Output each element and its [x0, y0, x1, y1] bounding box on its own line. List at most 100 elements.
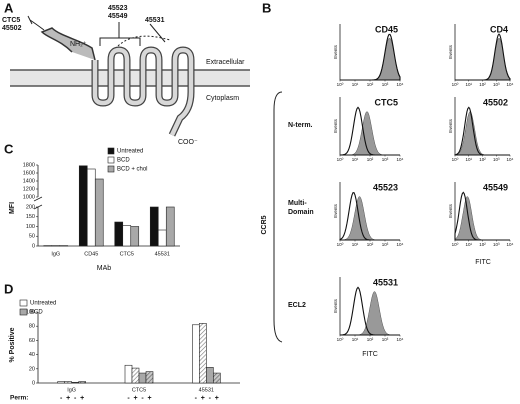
- x-tick-label: 10³: [493, 157, 500, 162]
- epitope-label: 45523: [108, 5, 128, 12]
- histogram-open: [340, 33, 401, 81]
- x-tick-label: 10⁴: [397, 157, 404, 162]
- x-tick-label: 45531: [155, 251, 170, 257]
- histogram-title: 45523: [373, 182, 398, 192]
- legend-swatch: [107, 165, 115, 173]
- bar: [213, 372, 221, 384]
- x-tick-label: 10¹: [352, 157, 359, 162]
- perm-sign: +: [215, 395, 219, 402]
- perm-sign: -: [209, 395, 212, 402]
- row-label: N-term.: [288, 122, 313, 129]
- perm-sign: +: [80, 395, 84, 402]
- row-label: ECL2: [288, 302, 306, 309]
- x-tick-label: 10³: [493, 82, 500, 87]
- x-tick-label: 10⁴: [397, 337, 404, 342]
- bar: [165, 206, 175, 247]
- x-tick-label: 10⁴: [397, 242, 404, 247]
- group-label: CCR5: [261, 215, 268, 234]
- x-tick-label: 10¹: [465, 82, 472, 87]
- x-tick-label: 10⁰: [337, 157, 344, 162]
- x-tick-label: 10⁴: [507, 82, 514, 87]
- y-tick-label: 1200: [23, 186, 35, 192]
- y-axis-label: Events: [333, 44, 338, 59]
- x-tick-label: 10²: [367, 337, 374, 342]
- n-terminus: NH₂⁺: [70, 41, 87, 48]
- y-tick-label: 50: [29, 234, 35, 240]
- x-tick-label: 10⁴: [397, 82, 404, 87]
- perm-sign: -: [74, 395, 77, 402]
- histogram-open: [454, 106, 510, 156]
- c-terminus: COO⁻: [178, 139, 198, 146]
- perm-sign: +: [201, 395, 205, 402]
- histogram-title: CD4: [490, 24, 508, 34]
- x-tick-label: 10³: [493, 242, 500, 247]
- x-tick-label: 10³: [382, 157, 389, 162]
- x-tick-label: 10⁴: [507, 157, 514, 162]
- bar: [78, 381, 86, 384]
- epitope-label: 45549: [108, 13, 128, 20]
- x-tick-label: 10²: [479, 157, 486, 162]
- bar: [124, 364, 133, 384]
- histogram-title: CTC5: [374, 97, 398, 107]
- y-tick-label: 80: [29, 324, 35, 330]
- legend-label: BCD + chol: [117, 167, 148, 173]
- bar: [206, 367, 214, 384]
- perm-label: Perm:: [10, 395, 28, 402]
- histogram-title: 45531: [373, 277, 398, 287]
- x-tick-label: 10⁰: [452, 157, 459, 162]
- x-tick-label: 10⁰: [337, 82, 344, 87]
- bracket: [273, 91, 283, 343]
- y-tick-label: 100: [26, 224, 35, 230]
- y-tick-label: 60: [29, 338, 35, 344]
- x-tick-label: 10²: [367, 157, 374, 162]
- legend-label: BCD: [117, 158, 130, 164]
- y-tick-label: 0: [32, 243, 35, 249]
- y-axis-label: Events: [333, 298, 338, 313]
- y-tick-label: 1000: [23, 194, 35, 200]
- y-tick-label: 0: [32, 380, 35, 386]
- bar: [78, 165, 88, 247]
- x-tick-label: 10¹: [352, 242, 359, 247]
- legend-label: Untreated: [117, 149, 143, 155]
- y-tick-label: 20: [29, 366, 35, 372]
- x-tick-label: 10²: [479, 82, 486, 87]
- histogram-filled: [454, 196, 510, 241]
- x-tick-label: 10²: [367, 82, 374, 87]
- bar: [199, 323, 207, 384]
- x-tick-label: 10¹: [465, 157, 472, 162]
- y-axis-label: Events: [333, 118, 338, 133]
- y-axis-label: MFI: [9, 202, 16, 214]
- bar: [149, 206, 159, 247]
- x-axis-label: FITC: [362, 351, 378, 358]
- x-tick-label: 10⁰: [452, 242, 459, 247]
- bar: [122, 225, 132, 247]
- bar: [131, 367, 140, 384]
- epitope-label: 45502: [2, 25, 22, 32]
- perm-sign: -: [141, 395, 144, 402]
- y-tick-label: 150: [26, 214, 35, 220]
- perm-sign: -: [60, 395, 63, 402]
- panel-label: A: [4, 0, 14, 15]
- x-axis-label: MAb: [97, 265, 112, 272]
- x-tick-label: 10²: [479, 242, 486, 247]
- bar: [138, 372, 147, 384]
- y-tick-label: 100: [26, 309, 35, 315]
- legend-label: Untreated: [30, 301, 56, 307]
- x-tick-label: 10³: [382, 337, 389, 342]
- perm-sign: +: [66, 395, 70, 402]
- histogram-title: 45502: [483, 97, 508, 107]
- region-label: Extracellular: [206, 59, 245, 66]
- epitope-label: 45531: [145, 17, 165, 24]
- y-tick-label: 1800: [23, 162, 35, 168]
- epitope-label: CTC5: [2, 17, 20, 24]
- panel-label: B: [262, 0, 271, 15]
- region-label: Cytoplasm: [206, 95, 239, 102]
- row-label: Multi-: [288, 200, 307, 207]
- y-tick-label: 1400: [23, 178, 35, 184]
- histogram-filled: [340, 196, 400, 241]
- legend-swatch: [19, 299, 28, 307]
- y-axis-label: % Positive: [9, 327, 16, 362]
- y-axis-label: Events: [333, 203, 338, 218]
- y-tick-label: 200: [26, 204, 35, 210]
